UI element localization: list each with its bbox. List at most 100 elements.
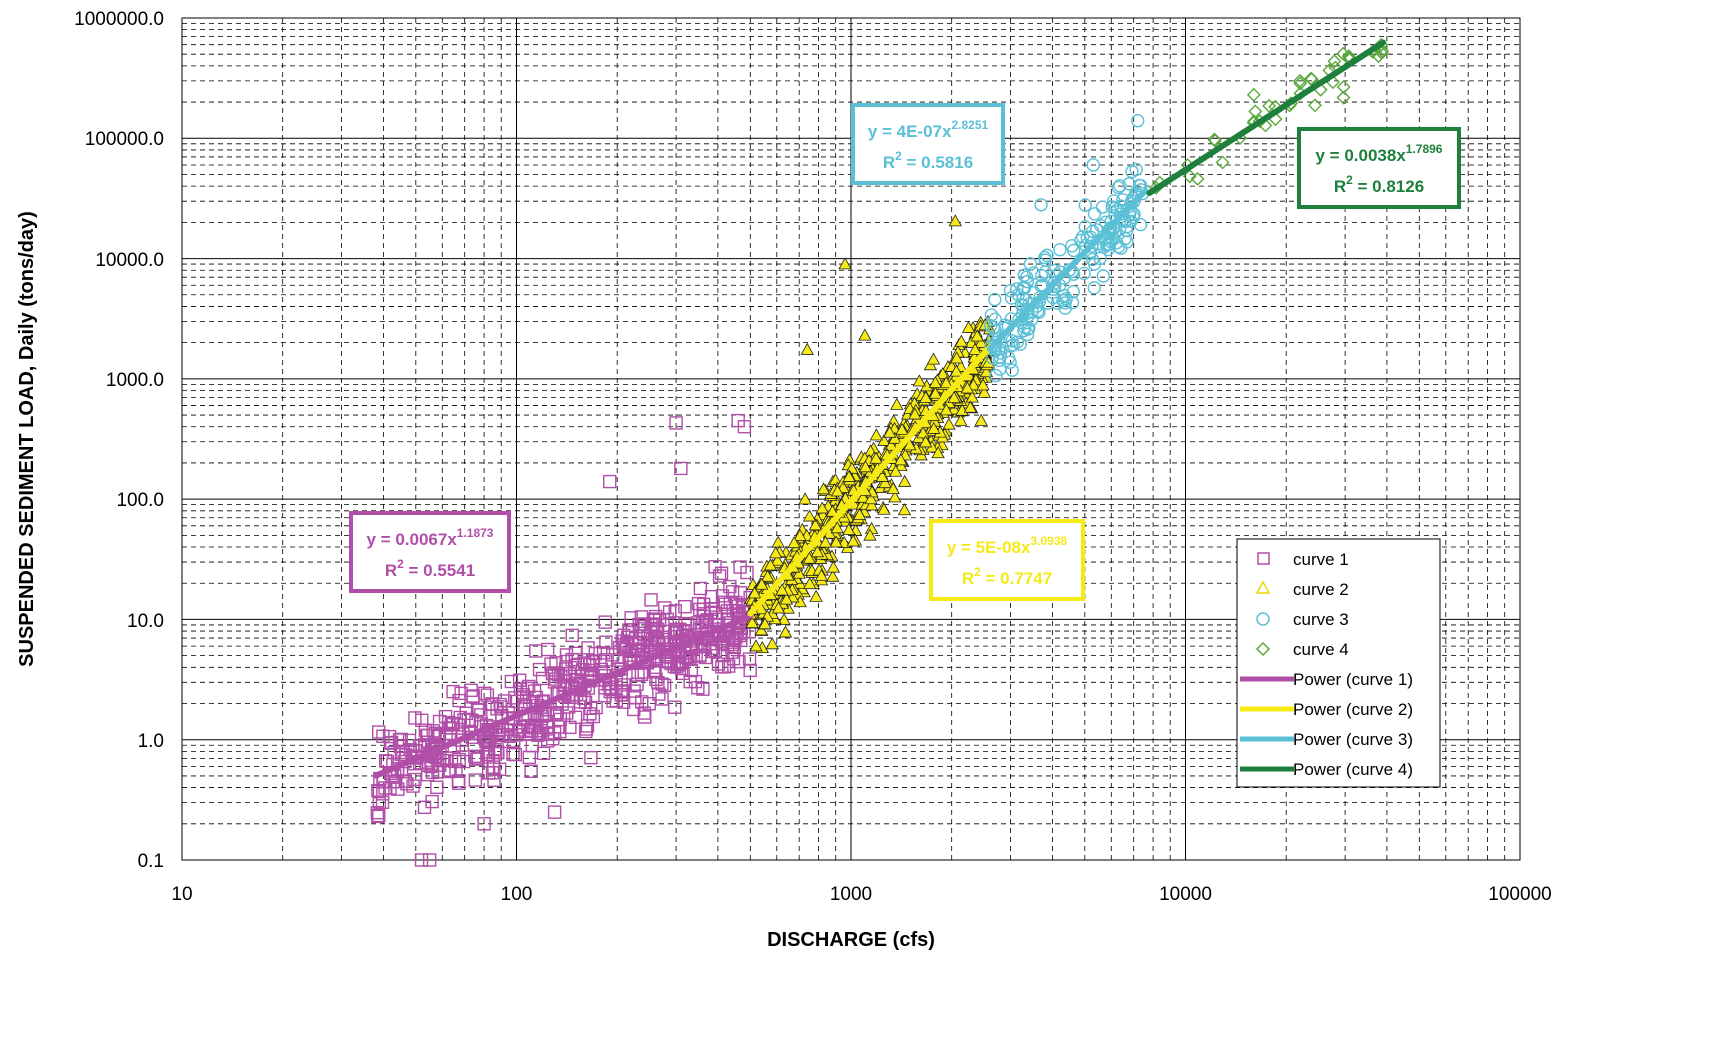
legend-label: curve 1 [1293,550,1349,569]
data-point [1131,114,1145,128]
data-point [452,776,466,790]
data-point [818,535,833,548]
data-point [376,787,390,801]
data-point [421,728,435,743]
data-point [535,671,550,686]
data-point [912,374,927,387]
data-point [877,502,891,515]
data-point [669,416,683,430]
data-point [644,593,658,607]
data-point [598,653,613,667]
data-point [670,626,684,640]
data-point [931,446,945,459]
data-point [660,612,674,627]
annotation-curve-1: y = 0.0067x1.1873 R2 = 0.5541 [349,511,511,593]
r2-text: R2 = 0.8126 [1334,173,1424,196]
data-point [596,646,611,660]
data-point [480,747,495,762]
data-point [1085,239,1099,253]
data-point [918,435,933,448]
r2-label: R [1334,177,1346,196]
data-point [560,706,574,720]
data-point [942,417,956,430]
data-point [414,853,429,867]
data-point [642,697,656,711]
r2-text: R2 = 0.7747 [962,565,1052,588]
annotation-box [851,103,1005,185]
data-point [954,413,968,426]
data-point [637,619,651,634]
data-point [828,473,843,486]
data-point [655,692,669,706]
legend-label: curve 3 [1293,610,1349,629]
legend-label: curve 4 [1293,640,1349,659]
r2-sup: 2 [895,149,902,163]
data-point [689,649,703,663]
data-point [846,534,860,547]
data-point [684,663,699,678]
data-point [680,650,694,665]
data-point [1005,363,1019,377]
data-point [763,558,778,571]
data-point [927,421,941,434]
data-point [1308,98,1322,113]
data-point [884,438,898,451]
data-point [662,605,677,619]
data-point [1058,301,1072,315]
data-point [1327,54,1342,69]
data-point [947,402,961,415]
data-point [480,688,495,702]
trend-line [1146,39,1387,196]
data-point [371,809,385,824]
data-point [678,599,692,614]
data-point [433,758,447,772]
data-point [1246,87,1261,102]
data-point [974,413,988,426]
data-point [740,565,754,580]
data-point [965,390,979,403]
data-point [652,687,666,701]
data-point [647,617,661,631]
data-point [1035,269,1049,283]
data-point [1182,169,1197,184]
data-point [428,726,442,741]
data-point [948,214,962,227]
data-point [524,723,539,737]
data-point [456,754,471,769]
y-ticks: 0.1 1.0 10.0 100.0 1000.0 10000.0 100000… [74,9,164,872]
y-tick-label: 100.0 [116,490,164,511]
data-point [886,482,900,495]
data-point [630,677,644,691]
data-point [1017,281,1032,295]
data-point [547,805,562,819]
data-point [939,403,953,416]
data-point [1030,304,1045,318]
data-point [704,589,719,604]
data-point [864,492,878,505]
r2-value: = 0.5541 [404,561,475,580]
data-point [936,367,950,380]
data-point [991,331,1006,346]
data-point [979,365,994,378]
data-point [570,673,585,687]
data-point [1026,266,1041,280]
data-point [888,490,902,503]
data-point [645,635,660,650]
data-point [443,721,457,735]
data-point [599,635,613,649]
data-point [829,535,843,548]
data-point [1208,133,1223,148]
data-point [584,701,598,716]
equation-text: y = 0.0038x1.7896 [1316,142,1443,165]
data-point [609,693,624,708]
data-point [616,628,631,642]
data-point [700,613,714,627]
data-point [1262,98,1277,113]
data-point [985,351,999,365]
x-axis-title: DISCHARGE (cfs) [767,929,935,951]
data-point [947,390,961,404]
data-point [408,772,422,787]
data-point [725,585,740,599]
r2-sup: 2 [974,565,981,579]
data-point [734,633,748,648]
